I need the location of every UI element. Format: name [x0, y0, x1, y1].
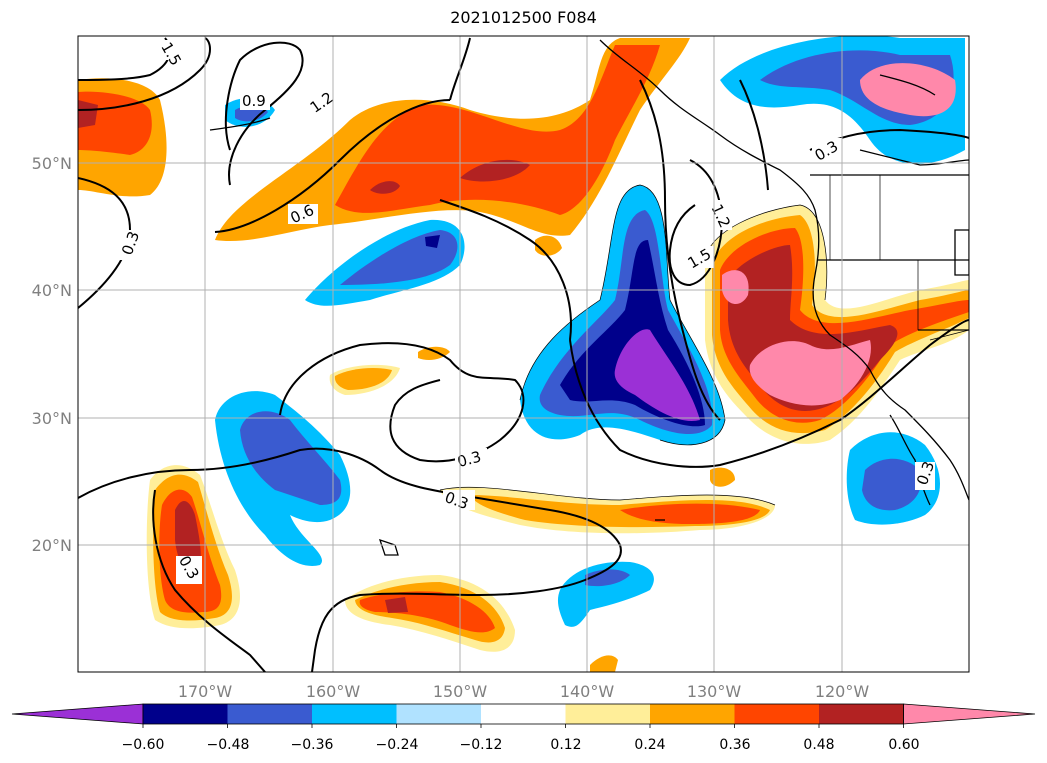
- colorbar-segment: [565, 704, 651, 724]
- colorbar-tick-label: −0.48: [207, 737, 250, 753]
- lat-label-20n: 20°N: [32, 536, 72, 555]
- negative-south: [215, 391, 940, 627]
- colorbar-segment: [734, 704, 820, 724]
- colorbar-segment: [11, 703, 144, 725]
- lon-label-140w: 140°W: [560, 682, 615, 701]
- lat-label-30n: 30°N: [32, 409, 72, 428]
- colorbar-tick-label: 0.12: [550, 737, 581, 753]
- colorbar-tick-label: −0.12: [460, 737, 503, 753]
- colorbar-tick-label: 0.48: [803, 737, 834, 753]
- colorbar-tick-label: −0.60: [122, 737, 165, 753]
- colorbar-tick-label: −0.36: [291, 737, 334, 753]
- lon-label-160w: 160°W: [306, 682, 361, 701]
- colorbar-segment: [227, 704, 313, 724]
- colorbar-tick-label: 0.24: [634, 737, 665, 753]
- contour-lines: [78, 37, 969, 672]
- contour-label-group: 1.5 0.9 1.2 0.6 0.3 1.2 1.5 0.3 0.3 0.3 …: [118, 39, 938, 584]
- border-lines: [829, 175, 969, 341]
- lon-axis: 170°W 160°W 150°W 140°W 130°W 120°W: [178, 682, 870, 701]
- lat-label-40n: 40°N: [32, 281, 72, 300]
- lat-label-50n: 50°N: [32, 154, 72, 173]
- colorbar-segment: [312, 704, 397, 724]
- contour-label: 0.3: [455, 447, 483, 471]
- colorbar-frame: [142, 703, 904, 725]
- lat-axis: 50°N 40°N 30°N 20°N: [32, 154, 72, 555]
- coastlines: [209, 39, 969, 556]
- negative-central: [520, 185, 725, 445]
- colorbar-labels: −0.60 −0.48 −0.36 −0.24 −0.12 0.12 0.24 …: [122, 737, 920, 753]
- lon-label-150w: 150°W: [433, 682, 488, 701]
- map-area: 1.5 0.9 1.2 0.6 0.3 1.2 1.5 0.3 0.3 0.3 …: [78, 36, 969, 672]
- map-frame: [77, 35, 970, 673]
- gridlines: [78, 36, 969, 672]
- positive-band-north: [78, 38, 690, 242]
- chart-title: 2021012500 F084: [450, 8, 597, 27]
- colorbar-tick-label: 0.36: [719, 737, 750, 753]
- contour-label: 0.9: [242, 92, 266, 110]
- positive-westcoast: [705, 205, 969, 444]
- lon-label-170w: 170°W: [178, 682, 233, 701]
- colorbar-segment: [396, 704, 482, 724]
- lon-label-120w: 120°W: [815, 682, 870, 701]
- colorbar-tick-label: 0.60: [888, 737, 919, 753]
- colorbar: [11, 703, 1036, 728]
- colorbar-segment: [819, 704, 904, 724]
- lon-label-130w: 130°W: [687, 682, 742, 701]
- positive-south: [146, 235, 775, 672]
- colorbar-tick-label: −0.24: [376, 737, 419, 753]
- colorbar-segment: [481, 704, 566, 724]
- colorbar-segment: [903, 703, 1036, 725]
- colorbar-segment: [143, 704, 228, 724]
- colorbar-segment: [650, 704, 735, 724]
